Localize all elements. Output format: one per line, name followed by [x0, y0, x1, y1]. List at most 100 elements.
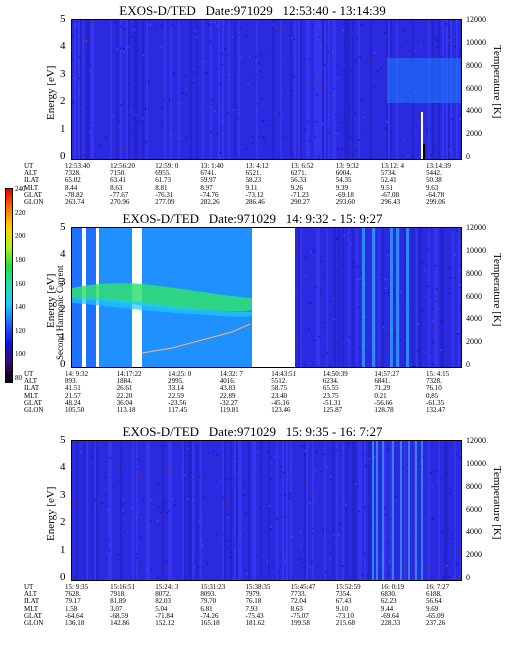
- spectrogram-speckle: [260, 98, 263, 101]
- spectrogram-streak: [326, 228, 328, 367]
- spectrogram-speckle: [454, 277, 456, 279]
- spectrogram-streak: [408, 441, 410, 580]
- spectrogram-speckle: [427, 249, 429, 251]
- spectrogram-streak: [96, 441, 98, 580]
- spectrogram-speckle: [224, 47, 226, 50]
- spectrogram-speckle: [386, 121, 389, 123]
- spectrogram-speckle: [318, 335, 321, 338]
- orbit-row-label: MLT: [24, 391, 39, 400]
- spectrogram-speckle: [444, 140, 446, 142]
- spectrogram-speckle: [232, 36, 234, 38]
- spectrogram-speckle: [195, 477, 198, 479]
- orbit-value: -71.84: [155, 611, 174, 620]
- spectrogram-speckle: [375, 77, 377, 79]
- spectrogram-speckle: [337, 148, 339, 151]
- spectrogram-speckle: [239, 57, 242, 59]
- spectrogram-streak: [184, 441, 186, 580]
- spectrogram-streak: [352, 228, 354, 367]
- spectrogram-speckle: [78, 77, 80, 80]
- spectrogram-speckle: [294, 317, 297, 319]
- spectrogram-speckle: [326, 465, 329, 468]
- spectrogram-speckle: [94, 498, 96, 501]
- orbit-value: 290.27: [290, 198, 310, 206]
- spectrogram-speckle: [346, 30, 348, 33]
- spectrogram-speckle: [422, 456, 425, 458]
- temperature-tick-label: 10000: [466, 37, 486, 47]
- spectrogram-speckle: [446, 564, 448, 567]
- spectrogram-speckle: [182, 92, 184, 94]
- spectrogram-speckle: [459, 270, 461, 272]
- spectrogram-speckle: [311, 25, 314, 27]
- spectrogram-speckle: [434, 265, 437, 267]
- spectrogram-streak: [86, 441, 88, 580]
- spectrogram-speckle: [384, 127, 387, 130]
- spectrogram-speckle: [105, 494, 107, 497]
- spectrogram-streak: [306, 20, 308, 159]
- spectrogram-streak: [92, 441, 94, 580]
- orbit-value: 36.04: [116, 398, 133, 407]
- spectrogram-speckle: [74, 554, 76, 557]
- spectrogram-speckle: [342, 32, 345, 34]
- orbit-value: -78.82: [65, 190, 84, 199]
- spectrogram-speckle: [334, 454, 337, 457]
- spectrogram-speckle: [256, 555, 258, 558]
- spectrogram-speckle: [160, 511, 163, 513]
- orbit-value: 12:56:20: [110, 162, 136, 170]
- spectrogram-speckle: [433, 558, 435, 561]
- spectrogram-speckle: [123, 51, 125, 54]
- spectrogram-speckle: [252, 136, 254, 139]
- spectrogram-speckle: [330, 476, 332, 478]
- spectrogram-speckle: [349, 500, 351, 502]
- spectrogram-speckle: [323, 277, 325, 280]
- spectrogram-speckle: [447, 39, 450, 41]
- spectrogram-speckle: [123, 48, 125, 50]
- orbit-value: 50.38: [426, 176, 442, 185]
- spectrogram-speckle: [415, 126, 417, 128]
- spectrogram-speckle: [106, 509, 109, 511]
- spectrogram-speckle: [249, 56, 251, 58]
- spectrogram-streak: [196, 20, 198, 159]
- spectrogram-speckle: [260, 470, 263, 472]
- spectrogram-streak: [392, 441, 394, 580]
- spectrogram-streak: [132, 441, 134, 580]
- spectrogram-streak: [294, 20, 296, 159]
- spectrogram-speckle: [202, 106, 205, 109]
- spectrogram-speckle: [84, 37, 86, 40]
- spectrogram-speckle: [247, 83, 249, 85]
- spectrogram-speckle: [233, 109, 235, 111]
- spectrogram-streak: [304, 441, 306, 580]
- spectrogram-speckle: [123, 148, 126, 150]
- spectrogram-speckle: [222, 534, 224, 537]
- spectrogram-speckle: [322, 570, 325, 572]
- orbit-value: 12:53:40: [65, 162, 90, 170]
- orbit-value: 14:32: 7: [219, 370, 243, 378]
- spectrogram-speckle: [416, 350, 419, 352]
- spectrogram-streak: [390, 228, 393, 367]
- spectrogram-speckle: [157, 576, 159, 579]
- orbit-value: 228.33: [380, 619, 401, 627]
- spectrogram-speckle: [291, 37, 293, 39]
- spectrogram-speckle: [343, 44, 346, 47]
- orbit-value: 6004.: [335, 169, 352, 178]
- spectrogram-speckle: [168, 98, 171, 101]
- spectrogram-speckle: [140, 537, 142, 539]
- spectrogram-streak: [88, 20, 90, 159]
- orbit-value: 7979.: [245, 590, 262, 599]
- orbit-value: -69.64: [380, 611, 399, 620]
- spectrogram-speckle: [342, 264, 344, 266]
- spectrogram-speckle: [388, 560, 391, 563]
- spectrogram-speckle: [308, 58, 310, 60]
- spectrogram-streak: [396, 228, 399, 367]
- temperature-axis-label: Temperature [K]: [491, 252, 503, 326]
- spectrogram-speckle: [145, 141, 148, 143]
- spectrogram-speckle: [139, 474, 141, 476]
- orbit-value: 6.81: [200, 604, 213, 613]
- orbit-value: 6741.: [200, 169, 217, 178]
- spectrogram-streak: [352, 20, 354, 159]
- spectrogram-speckle: [357, 574, 359, 576]
- spectrogram-streak: [196, 441, 198, 580]
- spectrogram-speckle: [81, 481, 84, 484]
- spectrogram-speckle: [124, 28, 126, 30]
- spectrogram-speckle: [314, 471, 316, 473]
- orbit-row-label: GLAT: [24, 190, 42, 199]
